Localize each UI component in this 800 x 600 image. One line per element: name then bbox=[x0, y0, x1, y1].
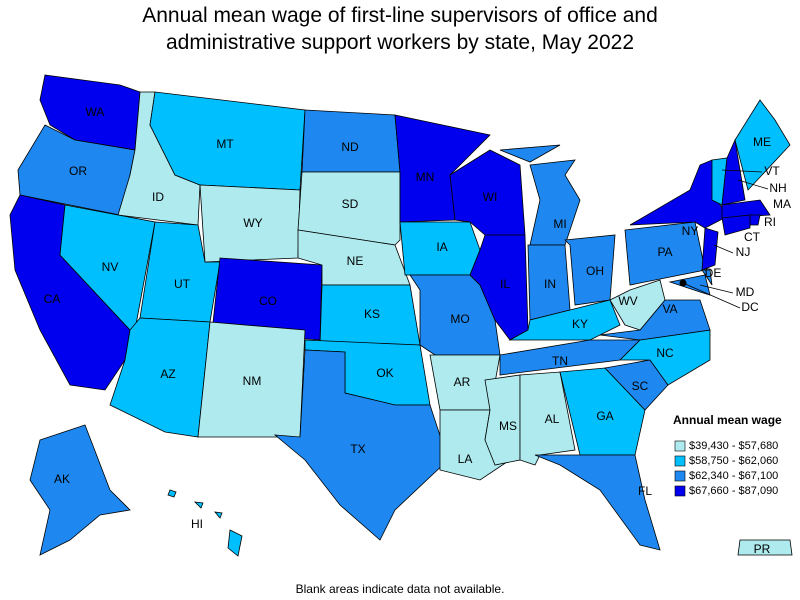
state bbox=[564, 234, 616, 306]
state-label: OH bbox=[586, 264, 604, 278]
state-label: NM bbox=[243, 374, 262, 388]
legend-title: Annual mean wage bbox=[673, 413, 782, 427]
state bbox=[297, 171, 401, 246]
state-label: NH bbox=[769, 181, 786, 195]
title: Annual mean wage of first-line superviso… bbox=[142, 4, 658, 54]
state-label: MN bbox=[416, 170, 435, 184]
state-label: ID bbox=[152, 190, 164, 204]
state-label: AL bbox=[545, 412, 560, 426]
state bbox=[469, 234, 529, 341]
state-label: AZ bbox=[160, 367, 175, 381]
legend-swatch bbox=[674, 455, 686, 467]
state-label: WA bbox=[86, 105, 105, 119]
state-label: CA bbox=[44, 292, 61, 306]
state-label: HI bbox=[191, 517, 203, 531]
state-label: DC bbox=[741, 300, 759, 314]
state-label: ND bbox=[341, 140, 359, 154]
state bbox=[721, 214, 751, 236]
state-label: MA bbox=[773, 197, 791, 211]
state-label: KY bbox=[572, 317, 588, 331]
state bbox=[499, 144, 561, 163]
state bbox=[701, 227, 719, 271]
state-label: WY bbox=[243, 216, 262, 230]
leader-line bbox=[737, 179, 769, 190]
state bbox=[701, 269, 713, 286]
state-label: IN bbox=[544, 277, 556, 291]
state-label: OR bbox=[69, 164, 87, 178]
state-label: TX bbox=[350, 442, 365, 456]
legend-label: $39,430 - $57,680 bbox=[689, 440, 778, 452]
state-label: RI bbox=[764, 215, 776, 229]
state-label: NJ bbox=[736, 245, 751, 259]
state-label: ME bbox=[753, 135, 771, 149]
footnote: Blank areas indicate data not available. bbox=[296, 582, 505, 596]
state-label: CO bbox=[259, 294, 277, 308]
state-label: PR bbox=[754, 542, 771, 556]
leader-line bbox=[721, 169, 763, 173]
state-label: SD bbox=[342, 197, 359, 211]
state bbox=[273, 349, 449, 541]
leader-line bbox=[682, 282, 741, 309]
state-label: VA bbox=[662, 302, 677, 316]
state-label: GA bbox=[596, 409, 613, 423]
legend-label: $58,750 - $62,060 bbox=[689, 455, 778, 467]
state bbox=[721, 138, 746, 206]
state-label: OK bbox=[376, 366, 393, 380]
state bbox=[629, 159, 731, 229]
state bbox=[734, 99, 791, 191]
labels: WA OR CA ID NV UT AZ MT WY CO NM ND SD NE KS OK TX MN IA MO… bbox=[44, 105, 791, 556]
states bbox=[9, 74, 793, 557]
state-label: LA bbox=[458, 452, 473, 466]
state bbox=[29, 424, 131, 556]
state-label: MD bbox=[736, 285, 755, 299]
legend: $39,430 - $57,680 $58,750 - $62,060 $62,34… bbox=[674, 440, 778, 497]
legend-label: $62,340 - $67,100 bbox=[689, 470, 778, 482]
legend-label: $67,660 - $87,090 bbox=[689, 485, 778, 497]
state-label: WV bbox=[618, 294, 637, 308]
state-label: IA bbox=[436, 240, 447, 254]
legend-swatch bbox=[674, 470, 686, 482]
state-label: UT bbox=[174, 277, 191, 291]
state bbox=[721, 199, 771, 219]
state bbox=[609, 279, 666, 331]
state bbox=[227, 529, 243, 557]
state-label: MI bbox=[553, 217, 566, 231]
legend-swatch bbox=[674, 485, 686, 497]
state-label: MO bbox=[450, 312, 469, 326]
state bbox=[214, 511, 223, 519]
state-label: NE bbox=[347, 254, 364, 268]
state bbox=[749, 214, 761, 226]
state bbox=[534, 454, 661, 551]
state-label: AR bbox=[454, 375, 471, 389]
state-label: TN bbox=[552, 354, 568, 368]
legend-swatch bbox=[674, 440, 686, 452]
leader-line bbox=[699, 284, 734, 294]
state-label: NV bbox=[102, 260, 119, 274]
state-label: DE bbox=[705, 266, 722, 280]
state-label: IL bbox=[500, 277, 510, 291]
state-label: MT bbox=[216, 137, 234, 151]
state-label: NY bbox=[682, 224, 699, 238]
leader-line bbox=[713, 244, 734, 254]
state bbox=[193, 501, 204, 509]
state-label: PA bbox=[657, 245, 672, 259]
state bbox=[737, 539, 793, 556]
state-label: CT bbox=[744, 230, 761, 244]
state bbox=[167, 489, 177, 498]
state-label: WI bbox=[483, 190, 498, 204]
state-label: SC bbox=[632, 379, 649, 393]
state-label: FL bbox=[638, 484, 652, 498]
state bbox=[559, 367, 646, 456]
state bbox=[508, 299, 621, 341]
state-label: KS bbox=[364, 307, 380, 321]
state-label: MS bbox=[499, 419, 517, 433]
state-label: AK bbox=[54, 472, 70, 486]
state-label: VT bbox=[764, 164, 780, 178]
state-label: NC bbox=[656, 346, 674, 360]
state bbox=[529, 159, 581, 246]
